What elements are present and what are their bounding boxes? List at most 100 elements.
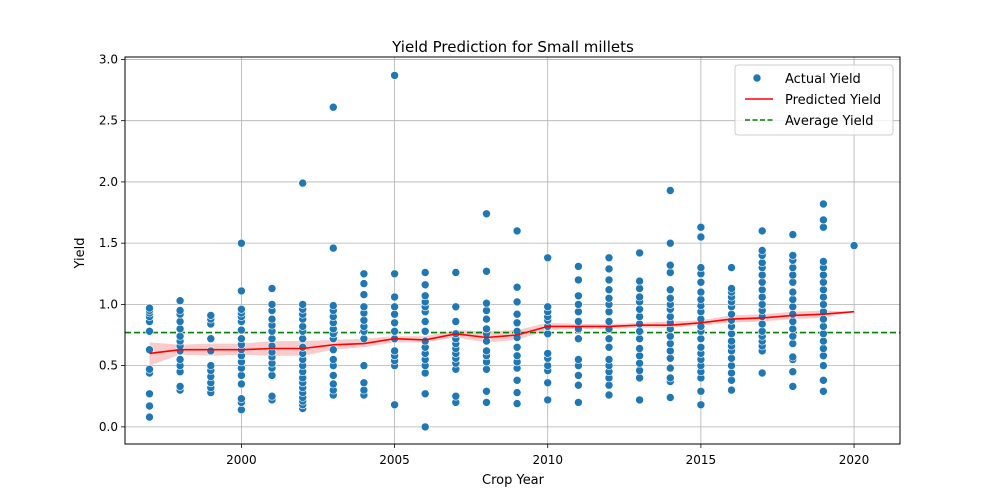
actual-yield-point bbox=[788, 339, 798, 348]
y-tick-label: 0.0 bbox=[99, 420, 118, 434]
actual-yield-point bbox=[145, 345, 154, 355]
actual-yield-point bbox=[665, 346, 675, 356]
actual-yield-point bbox=[359, 334, 369, 344]
actual-yield-point bbox=[604, 380, 614, 390]
actual-yield-point bbox=[819, 215, 828, 225]
actual-yield-point bbox=[175, 306, 185, 315]
actual-yield-point bbox=[574, 291, 583, 301]
actual-yield-point bbox=[237, 238, 246, 248]
legend-label-actual: Actual Yield bbox=[785, 72, 861, 87]
legend: Actual Yield Predicted Yield Average Yie… bbox=[734, 64, 894, 136]
actual-yield-point bbox=[145, 326, 154, 336]
plot-frame bbox=[124, 56, 901, 445]
actual-yield-point bbox=[665, 312, 675, 321]
actual-yield-point bbox=[390, 400, 399, 410]
actual-yield-point bbox=[145, 412, 154, 422]
actual-yield-point bbox=[574, 307, 583, 317]
actual-yield-point bbox=[635, 276, 644, 286]
actual-yield-point bbox=[696, 222, 706, 232]
actual-yield-point bbox=[512, 399, 522, 408]
actual-yield-point bbox=[696, 232, 706, 242]
actual-yield-point bbox=[359, 279, 369, 288]
actual-yield-point bbox=[757, 292, 767, 302]
actual-yield-point bbox=[727, 361, 736, 370]
actual-yield-point bbox=[328, 355, 338, 364]
prediction-line-layer bbox=[149, 310, 855, 355]
actual-yield-point bbox=[788, 251, 798, 260]
y-tick-label: 2.5 bbox=[99, 114, 118, 128]
actual-yield-point bbox=[819, 300, 828, 309]
y-tick-label: 0.5 bbox=[99, 359, 118, 373]
actual-yield-point bbox=[328, 345, 338, 355]
actual-yield-point bbox=[788, 263, 798, 272]
actual-yield-point bbox=[543, 395, 553, 405]
actual-yield-point bbox=[819, 199, 828, 209]
chart-title: Yield Prediction for Small millets bbox=[391, 38, 634, 56]
actual-yield-point bbox=[757, 368, 767, 378]
actual-yield-point bbox=[543, 302, 553, 312]
actual-yield-point bbox=[482, 324, 491, 334]
actual-yield-point bbox=[665, 293, 675, 303]
actual-yield-point bbox=[574, 380, 583, 390]
actual-yield-point bbox=[788, 382, 798, 391]
actual-yield-point bbox=[145, 401, 154, 411]
actual-yield-point bbox=[574, 398, 583, 407]
actual-yield-point bbox=[145, 364, 154, 374]
actual-yield-point bbox=[328, 243, 338, 253]
actual-yield-point bbox=[543, 253, 553, 263]
actual-yield-point bbox=[451, 317, 461, 326]
y-axis-ticks: 0.0 0.5 1.0 1.5 2.0 2.5 3.0 bbox=[99, 52, 125, 434]
actual-yield-point bbox=[727, 309, 736, 319]
actual-yield-point bbox=[574, 334, 583, 344]
y-axis-label: Yield bbox=[73, 238, 88, 270]
actual-yield-point bbox=[267, 300, 277, 309]
actual-yield-point bbox=[757, 246, 767, 255]
actual-yield-point bbox=[328, 379, 338, 389]
actual-yield-point bbox=[727, 336, 736, 346]
actual-yield-point bbox=[757, 300, 767, 309]
actual-yield-point bbox=[665, 331, 675, 341]
actual-yield-point bbox=[665, 285, 675, 295]
x-tick-label: 2000 bbox=[226, 453, 257, 467]
actual-yield-point bbox=[696, 287, 706, 297]
actual-yield-point bbox=[788, 295, 798, 304]
actual-yield-point bbox=[819, 351, 828, 361]
x-axis-ticks: 2000 2005 2010 2015 2020 bbox=[226, 444, 869, 467]
actual-yield-point bbox=[757, 319, 767, 329]
actual-yield-point bbox=[788, 324, 798, 334]
actual-yield-point bbox=[696, 342, 706, 352]
actual-yield-point bbox=[635, 304, 644, 314]
actual-yield-point bbox=[574, 275, 583, 285]
actual-yield-point bbox=[420, 336, 430, 346]
actual-yield-point bbox=[819, 222, 828, 232]
actual-yield-point bbox=[328, 301, 338, 310]
actual-yield-point bbox=[757, 277, 767, 287]
actual-yield-point bbox=[512, 342, 522, 352]
actual-yield-point bbox=[359, 269, 369, 279]
predicted-yield-line bbox=[149, 310, 855, 355]
actual-yield-point bbox=[267, 334, 277, 344]
actual-yield-point bbox=[727, 385, 736, 395]
actual-yield-point bbox=[819, 344, 828, 353]
actual-yield-point bbox=[819, 270, 828, 280]
actual-yield-point bbox=[512, 388, 522, 397]
x-tick-label: 2005 bbox=[379, 453, 410, 467]
actual-yield-point bbox=[635, 366, 644, 375]
actual-yield-point bbox=[175, 324, 185, 334]
x-axis-label: Crop Year bbox=[482, 473, 545, 488]
actual-yield-point bbox=[237, 304, 246, 314]
actual-yield-point bbox=[512, 351, 522, 361]
actual-yield-point bbox=[512, 309, 522, 319]
actual-yield-point bbox=[420, 389, 430, 399]
actual-yield-point bbox=[665, 186, 675, 195]
actual-yield-point bbox=[237, 334, 246, 344]
actual-yield-point bbox=[604, 285, 614, 295]
actual-yield-point bbox=[237, 286, 246, 296]
actual-yield-point bbox=[267, 314, 277, 324]
actual-yield-point bbox=[390, 346, 399, 356]
actual-yield-point bbox=[175, 382, 185, 391]
actual-yield-point bbox=[788, 302, 798, 312]
actual-yield-point bbox=[819, 336, 828, 346]
actual-yield-point bbox=[635, 248, 644, 258]
actual-yield-point bbox=[788, 352, 798, 362]
